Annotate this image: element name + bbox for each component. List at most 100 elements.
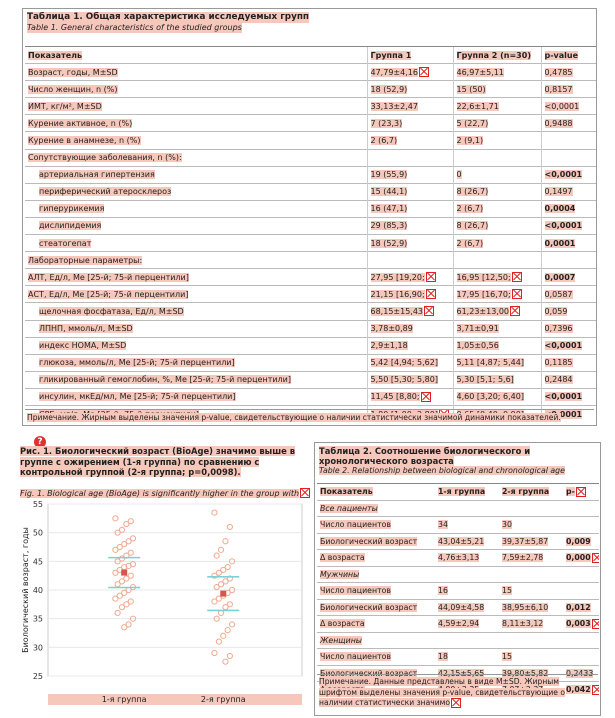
p-value: 0,9488 (540, 114, 596, 132)
data-point (118, 578, 126, 585)
row-label-text: щелочная фосфатаза, Ед/л, M±SD (39, 306, 184, 316)
table-group-row: Все пациенты (317, 499, 599, 517)
p-value-text: <0,0001 (544, 170, 583, 180)
row-label: дислипидемия (25, 216, 367, 235)
broken-image-icon (418, 67, 429, 78)
group-1-value-text: 18 (52,9) (370, 238, 408, 248)
table-1-title: Таблица 1. Общая характеристика исследуе… (27, 12, 309, 23)
row-label: гликированный гемоглобин, %, Me [25-й; 7… (25, 370, 367, 389)
p-value-text: 0,1185 (544, 358, 573, 368)
p-value (563, 516, 599, 533)
data-point (114, 609, 121, 617)
group-2-value (499, 565, 563, 583)
p-value-text: <0,0001 (544, 221, 583, 231)
row-label-text: Δ возраста (320, 619, 365, 629)
table-2-grid: Показатель 1-я группа 2-я группа p- Все паци… (317, 483, 599, 698)
group-1-value: 43,04±5,21 (435, 532, 499, 550)
table-row: Лабораторные параметры: (25, 251, 596, 269)
group-2-value-text: 5,30 [5,1; 5,6] (456, 375, 514, 385)
group-2-value (499, 631, 563, 649)
p-value: 0,0007 (540, 268, 596, 286)
group-1-value: 16 (47,1) (366, 199, 453, 218)
row-label-text: ЛПНП, ммоль/л, M±SD (39, 324, 133, 334)
row-label-text: Лабораторные параметры: (28, 255, 143, 265)
y-tick-label: 50 (33, 529, 43, 538)
table-row: Δ возраста 4,59±2,94 8,11±3,12 0,003 (317, 615, 599, 632)
table-1-header-cell: Группа 1 (366, 45, 453, 64)
p-value (563, 499, 599, 517)
data-point (125, 562, 132, 570)
row-label-text: Число пациентов (320, 520, 391, 530)
broken-image-icon (424, 306, 435, 317)
table-2-header-cell: 1-я группа (435, 483, 499, 500)
group-2-value-text: 2 (6,7) (456, 204, 484, 214)
group-2-value: 15 (50) (452, 80, 541, 98)
table-2-header-cell-text: Показатель (320, 487, 373, 497)
table-row: Биологический возраст 43,04±5,21 39,37±5,8… (317, 532, 599, 550)
row-label-text: Число женщин, n (%) (28, 84, 118, 94)
row-label-text: Мужчины (320, 569, 360, 579)
group-1-value: 27,95 [19,20; (366, 268, 453, 286)
row-label: Курение в анамнезе, n (%) (25, 131, 367, 150)
figure-1: ? Рис. 1. Биологический возраст (BioAge)… (20, 436, 311, 716)
x-category-label: 2-я группа (201, 695, 246, 704)
data-point (213, 552, 220, 559)
p-value: 0,0001 (540, 234, 596, 252)
row-label: Биологический возраст (317, 532, 435, 550)
table-row: Δ возраста 4,76±3,13 7,59±2,78 0,000 (317, 549, 599, 566)
help-icon[interactable]: ? (34, 436, 46, 448)
group-1-value-text: 4,76±3,13 (438, 553, 480, 563)
data-point (215, 595, 222, 602)
group-1-value: 18 (52,9) (366, 80, 453, 98)
data-point (118, 526, 126, 533)
row-label-text: Биологический возраст (320, 668, 418, 678)
mean-marker (121, 569, 128, 576)
p-value: <0,0001 (540, 387, 596, 406)
group-1-value-text: 44,09±4,58 (438, 602, 485, 612)
group-2-value-text: 15 (50) (456, 84, 486, 94)
y-axis-label: Биологический возраст, годы (21, 527, 30, 653)
table-1-header-cell-text: Показатель (28, 50, 83, 60)
group-1-value-text: 34 (438, 520, 448, 530)
row-label-text: Δ возраста (320, 553, 365, 563)
y-tick-label: 30 (33, 643, 43, 652)
group-1-value-text: 11,45 [8,80; (370, 392, 420, 402)
group-1-value: 15 (44,1) (366, 182, 453, 201)
group-1-value-text: 27,95 [19,20; (370, 272, 425, 282)
group-2-value-text: 46,97±5,11 (456, 67, 504, 77)
p-value-text: 0,2433 (566, 668, 594, 678)
data-point (129, 615, 137, 622)
p-value-text: 0,003 (566, 618, 591, 628)
data-point (112, 595, 119, 602)
p-value-text: 0,8157 (544, 84, 573, 94)
group-2-value: 22,6±1,71 (452, 97, 541, 115)
table-1-note: Примечание. Жирным выделены значения p-v… (27, 413, 561, 422)
p-value-text: 0,0587 (544, 289, 573, 299)
group-1-value: 7 (23,3) (366, 114, 453, 132)
row-label: Δ возраста (317, 549, 435, 566)
p-value: <0,0001 (540, 97, 596, 115)
p-value-text: 0,009 (566, 536, 591, 546)
data-point (215, 569, 222, 576)
row-label: АЛТ, Ед/л, Me [25-й; 75-й перцентили] (25, 268, 367, 286)
p-value (540, 131, 596, 150)
p-value: 0,2433 (563, 664, 599, 682)
row-label: Курение активное, n (%) (25, 114, 367, 132)
group-1-value (435, 565, 499, 583)
data-point (222, 658, 229, 665)
row-label-text: Женщины (320, 635, 362, 645)
group-1-value: 3,78±0,89 (366, 319, 453, 338)
group-1-value: 68,15±15,43 (366, 302, 453, 320)
p-value (563, 582, 599, 599)
group-1-value-text: 3,78±0,89 (370, 324, 413, 334)
broken-image-icon (591, 618, 599, 629)
table-1-header-cell: Показатель (25, 45, 367, 64)
row-label: Число пациентов (317, 582, 435, 599)
group-1-value: 18 (435, 648, 499, 665)
p-value: 0,1497 (540, 182, 596, 201)
group-2-value: 7,59±2,78 (499, 549, 563, 566)
table-row: глюкоза, ммоль/л, Me [25-й; 75-й перцент… (25, 353, 596, 372)
p-value: 0,000 (563, 549, 599, 566)
row-label-text: глюкоза, ммоль/л, Me [25-й; 75-й перцент… (39, 358, 235, 368)
table-row: гликированный гемоглобин, %, Me [25-й; 7… (25, 370, 596, 389)
